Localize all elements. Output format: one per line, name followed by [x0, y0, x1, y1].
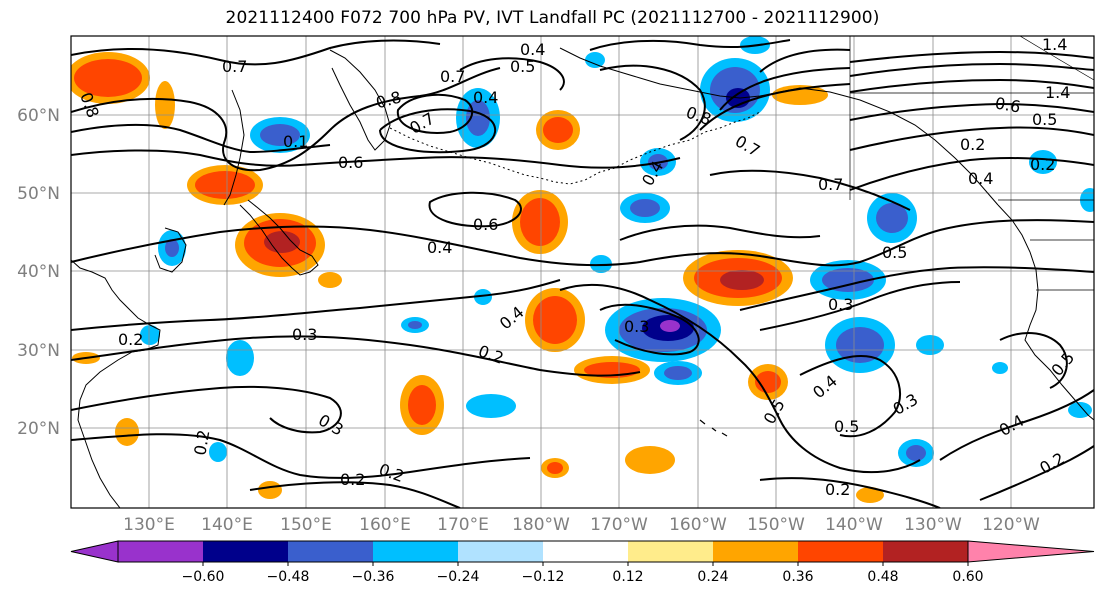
lon-label: 170°E — [437, 515, 489, 535]
canada-coast — [997, 204, 1094, 421]
lon-label: 170°W — [590, 515, 648, 535]
contour-label: 0.3 — [292, 325, 317, 344]
lon-label: 120°W — [982, 515, 1040, 535]
contour-label: 0.2 — [1030, 155, 1055, 174]
contour-label: 0.2 — [825, 480, 850, 499]
contour-label: 0.7 — [818, 175, 843, 194]
colorbar-tick-label: 0.36 — [782, 569, 813, 585]
colorbar-cell — [118, 541, 203, 562]
contour-label: 1.4 — [1045, 83, 1070, 102]
colorbar: −0.60 −0.48 −0.36 −0.24 −0.12 0.12 0.24 0.36 0.4… — [70, 540, 1095, 585]
contour-label: 0.3 — [624, 317, 649, 336]
lon-label: 160°W — [669, 515, 727, 535]
lon-label: 150°E — [280, 515, 332, 535]
lon-label: 140°W — [825, 515, 883, 535]
japan-coast — [239, 199, 319, 276]
colorbar-cell — [798, 541, 883, 562]
colorbar-tick-label: 0.48 — [867, 569, 898, 585]
lon-label: 140°E — [201, 515, 253, 535]
lat-label: 40°N — [17, 262, 60, 282]
colorbar-tick-label: 0.60 — [952, 569, 983, 585]
longitude-labels: 130°E 140°E 150°E 160°E 170°E 180°W 170°… — [123, 515, 1040, 535]
contour-label: 0.2 — [960, 135, 985, 154]
colorbar-tick-label: −0.48 — [267, 569, 310, 585]
sakhalin-coast — [223, 89, 245, 206]
colorbar-tick-label: 0.24 — [697, 569, 728, 585]
contour-label: 0.2 — [190, 428, 213, 456]
colorbar-cell — [458, 541, 543, 562]
lon-label: 150°W — [747, 515, 805, 535]
contour-label: 0.1 — [283, 132, 308, 151]
lon-label: 130°E — [123, 515, 175, 535]
contour-label: 0.4 — [473, 88, 498, 107]
colorbar-arrow-left — [70, 540, 119, 563]
contour-label: 0.2 — [340, 470, 365, 489]
contour-label: 0.5 — [510, 57, 535, 76]
contour-label: 0.3 — [828, 295, 853, 314]
lat-label: 50°N — [17, 184, 60, 204]
colorbar-tick-label: −0.12 — [522, 569, 565, 585]
contour-label: 0.5 — [834, 417, 859, 436]
colorbar-tick-label: −0.24 — [437, 569, 480, 585]
contour-label: 0.6 — [338, 153, 363, 172]
korea-coast — [154, 227, 187, 273]
map-title: 2021112400 F072 700 hPa PV, IVT Landfall… — [225, 8, 880, 28]
borders — [849, 36, 1094, 291]
contour-label: 0.4 — [427, 238, 452, 257]
lat-label: 60°N — [17, 106, 60, 126]
contour-label: 0.7 — [222, 57, 247, 76]
contour-label: 0.5 — [1032, 110, 1057, 129]
colorbar-cell — [288, 541, 373, 562]
colorbar-tick-label: 0.12 — [612, 569, 643, 585]
lat-label: 20°N — [17, 419, 60, 439]
colorbar-tick-label: −0.60 — [182, 569, 225, 585]
contour-lines — [71, 39, 1094, 508]
lon-label: 180°W — [512, 515, 570, 535]
colorbar-cell — [373, 541, 458, 562]
colorbar-arrow-right — [967, 540, 1095, 563]
contour-label: 0.4 — [520, 40, 545, 59]
colorbar-cell — [543, 541, 628, 562]
hawaii-islands — [699, 419, 728, 437]
colorbar-cell — [883, 541, 968, 562]
contour-label: 0.6 — [473, 215, 498, 234]
colorbar-cell — [713, 541, 798, 562]
contour-label: 0.7 — [440, 67, 465, 86]
lat-label: 30°N — [17, 341, 60, 361]
contour-label: 0.4 — [968, 169, 993, 188]
map-frame — [70, 35, 1095, 509]
contour-label: 1.4 — [1042, 35, 1067, 54]
colorbar-cell — [203, 541, 288, 562]
map-panel: 0.7 0.8 0.4 0.5 0.7 1.4 0.6 0.5 0.2 0.4 … — [17, 35, 1095, 535]
latitude-labels: 60°N 50°N 40°N 30°N 20°N — [17, 106, 60, 439]
colorbar-tick-label: −0.36 — [352, 569, 395, 585]
lon-label: 160°E — [359, 515, 411, 535]
contour-label: 0.5 — [882, 243, 907, 262]
lon-label: 130°W — [904, 515, 962, 535]
contour-label: 0.6 — [994, 93, 1022, 116]
graticule — [71, 36, 1094, 508]
colorbar-cell — [628, 541, 713, 562]
contour-label: 0.2 — [118, 330, 143, 349]
